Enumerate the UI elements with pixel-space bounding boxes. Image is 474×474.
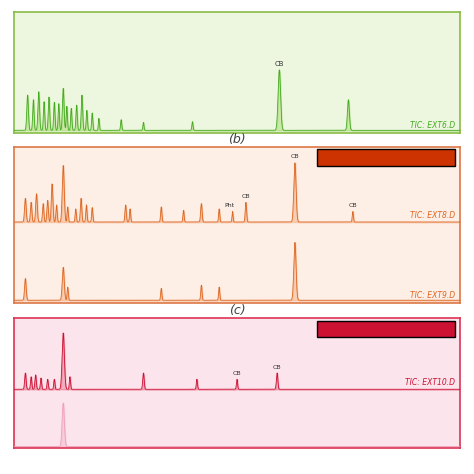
FancyBboxPatch shape [317, 321, 456, 337]
Text: CB: CB [348, 203, 357, 208]
Text: CB: CB [274, 61, 284, 67]
Text: CB: CB [291, 155, 299, 159]
Text: CB: CB [233, 371, 241, 376]
Text: TIC: EXT8.D: TIC: EXT8.D [410, 210, 456, 219]
FancyBboxPatch shape [317, 148, 456, 166]
Text: (c): (c) [228, 304, 246, 317]
Text: Pht: Pht [224, 203, 235, 208]
Text: HEATED AT 500 °C: HEATED AT 500 °C [341, 325, 432, 334]
Text: TIC: EXT6.D: TIC: EXT6.D [410, 121, 456, 130]
Text: CB: CB [273, 365, 282, 370]
Text: TIC: EXT9.D: TIC: EXT9.D [410, 291, 456, 300]
Text: CB: CB [242, 194, 250, 199]
Text: (b): (b) [228, 133, 246, 146]
Text: HEATED AT 450 °C: HEATED AT 450 °C [340, 153, 432, 162]
Text: TIC: EXT10.D: TIC: EXT10.D [405, 378, 456, 387]
